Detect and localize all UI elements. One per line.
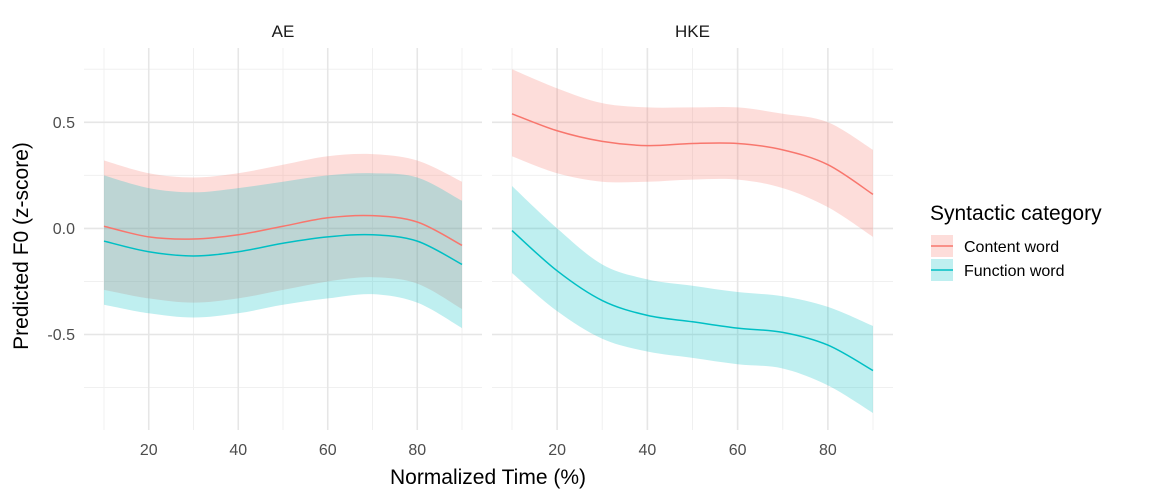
panel-label: HKE — [675, 22, 710, 41]
ribbon-function-word — [512, 185, 873, 414]
panel-label: AE — [272, 22, 295, 41]
legend-label-function-word: Function word — [964, 263, 1065, 280]
legend-label-content-word: Content word — [964, 239, 1059, 256]
y-tick-label: 0.5 — [53, 115, 75, 132]
x-axis-title: Normalized Time (%) — [390, 466, 586, 489]
x-tick-label: 20 — [548, 442, 566, 459]
line-function-word — [511, 229, 874, 372]
line-content-word — [511, 113, 874, 196]
line-content-word — [103, 214, 463, 247]
x-tick-label: 60 — [729, 442, 747, 459]
y-tick-label: 0.0 — [53, 221, 75, 238]
ribbon-function-word — [104, 173, 462, 329]
x-tick-label: 80 — [819, 442, 837, 459]
x-tick-label: 60 — [319, 442, 337, 459]
x-tick-label: 40 — [229, 442, 247, 459]
x-tick-label: 20 — [140, 442, 158, 459]
panel-ae: AE 20 40 60 80 0.5 0.0 -0.5 — [47, 22, 482, 459]
line-function-word — [103, 233, 463, 266]
y-axis-title: Predicted F0 (z-score) — [10, 142, 33, 350]
panel-hke: HKE 20 40 60 80 — [492, 22, 893, 459]
y-tick-label: -0.5 — [47, 327, 75, 344]
legend-title: Syntactic category — [930, 202, 1102, 225]
legend: Syntactic category Content word Function … — [930, 202, 1102, 281]
ribbon-content-word — [512, 69, 873, 237]
x-tick-label: 40 — [638, 442, 656, 459]
x-tick-label: 80 — [408, 442, 426, 459]
ribbon-content-word — [104, 153, 462, 310]
